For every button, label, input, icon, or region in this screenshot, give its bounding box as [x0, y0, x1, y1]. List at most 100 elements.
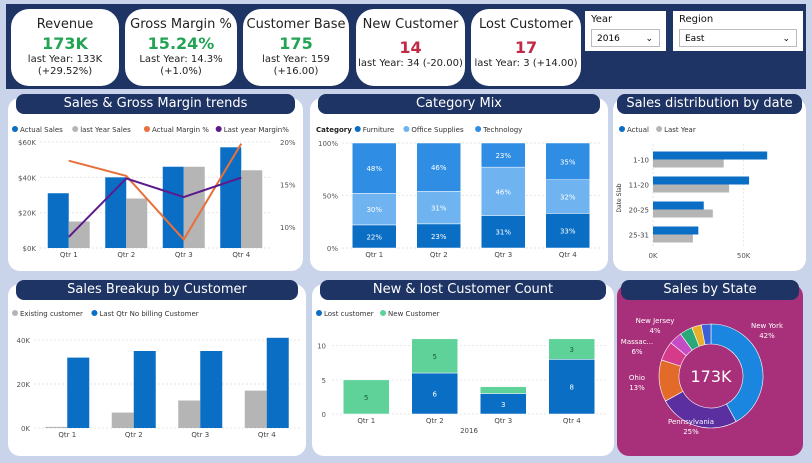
- bar-no-billing-customer: [266, 337, 289, 428]
- y-tick-label: 5: [322, 377, 326, 385]
- year-slicer[interactable]: Year 2016 ⌄: [585, 11, 666, 51]
- stacked-bar-segment: [416, 142, 461, 192]
- category-mix-chart[interactable]: Category Furniture Office Supplies Technolo…: [310, 98, 608, 271]
- data-label: 30%: [366, 206, 382, 214]
- x-tick-label: Qtr 4: [232, 251, 250, 259]
- kpi-change: (+16.00): [273, 66, 319, 77]
- stacked-bar-segment: [481, 142, 526, 168]
- stacked-bar-segment: [481, 215, 526, 249]
- kpi-last-year: last Year: 133K: [27, 54, 103, 65]
- sales-gross-margin-chart[interactable]: Actual Sales last Year Sales Actual Margin…: [8, 98, 303, 271]
- region-slicer[interactable]: Region East ⌄: [673, 11, 803, 51]
- y-tick-label: 40K: [17, 337, 31, 345]
- slice-label: New Jersey: [636, 317, 675, 325]
- slice-label: Pennsylvania: [668, 418, 714, 426]
- y-tick-label: 0: [322, 411, 326, 419]
- stacked-bar-segment: [545, 142, 590, 180]
- legend-marker: [475, 126, 482, 132]
- x-tick-label: Qtr 1: [357, 417, 375, 425]
- year-dropdown-value: 2016: [597, 34, 620, 44]
- year-dropdown[interactable]: 2016 ⌄: [591, 29, 660, 47]
- legend-marker: [354, 126, 361, 132]
- panel-sales-gross-margin: Sales & Gross Margin trends Actual Sales…: [8, 94, 303, 271]
- bar-last-year-sales: [183, 166, 205, 248]
- kpi-card-gross-margin[interactable]: Gross Margin % 15.24% Last Year: 14.3% (…: [125, 9, 237, 86]
- y-tick-label: 25-31: [629, 232, 649, 240]
- slice-pct-label: 4%: [649, 327, 660, 335]
- data-label: 31%: [431, 205, 447, 213]
- slice-pct-label: 6%: [631, 348, 642, 356]
- kpi-title: Gross Margin %: [130, 17, 232, 32]
- stacked-bar-segment: [411, 338, 458, 374]
- kpi-change: (+1.0%): [160, 66, 202, 77]
- kpi-last-year: last Year: 34 (-20.00): [358, 58, 463, 69]
- legend-marker: [656, 126, 663, 132]
- x-tick-label: 50K: [737, 252, 751, 260]
- x-tick-label: Qtr 2: [125, 431, 143, 439]
- slice-pct-label: 13%: [629, 384, 645, 392]
- legend-marker: [72, 126, 79, 132]
- slice-pct-label: 42%: [759, 332, 775, 340]
- legend-item: Office Supplies: [411, 126, 464, 134]
- y-tick-label: $60K: [18, 139, 36, 147]
- y-tick-label: 20-25: [629, 207, 649, 215]
- panel-sales-by-date: Sales distribution by date Actual Last Ye…: [613, 94, 806, 271]
- legend-item: Technology: [482, 126, 522, 134]
- kpi-value: 173K: [42, 34, 88, 53]
- bar-last-year-sales: [241, 170, 263, 248]
- new-lost-chart[interactable]: Lost customer New Customer 0 5 10 5 Qtr 1 6 5 Qtr…: [312, 284, 614, 456]
- chevron-down-icon[interactable]: ⌄: [782, 34, 790, 44]
- y-tick-label: $40K: [18, 174, 36, 182]
- panel-sales-by-state: Sales by State 173K New York 42% Pennsylvan…: [617, 280, 803, 456]
- data-label: 23%: [495, 152, 511, 160]
- legend-item: Lost customer: [324, 310, 374, 318]
- bar-no-billing-customer: [200, 351, 223, 428]
- kpi-title: Customer Base: [246, 17, 346, 32]
- region-dropdown[interactable]: East ⌄: [679, 29, 797, 47]
- chevron-down-icon[interactable]: ⌄: [645, 34, 653, 44]
- sales-by-date-chart[interactable]: Actual Last Year Date Slab 0K 50K 1-10 11-20 20…: [613, 98, 806, 271]
- legend-item: Actual Sales: [20, 126, 63, 134]
- bar-last-year: [653, 234, 693, 243]
- legend-marker: [619, 126, 625, 132]
- kpi-value: 17: [514, 38, 538, 57]
- kpi-card-customer-base[interactable]: Customer Base 175 last Year: 159 (+16.00…: [243, 9, 349, 86]
- legend-marker: [91, 310, 98, 316]
- slice-label: Ohio: [629, 374, 645, 382]
- legend-marker: [12, 310, 18, 316]
- stacked-bar-segment: [545, 179, 590, 214]
- kpi-card-revenue[interactable]: Revenue 173K last Year: 133K (+29.52%): [11, 9, 119, 86]
- data-label: 5: [364, 394, 368, 402]
- legend-item: Actual: [627, 126, 649, 134]
- x-tick-label: Qtr 1: [60, 251, 78, 259]
- kpi-change: (+29.52%): [37, 66, 93, 77]
- data-label: 3: [501, 401, 505, 409]
- bar-actual: [653, 151, 768, 160]
- x-tick-label: Qtr 3: [175, 251, 193, 259]
- kpi-card-new-customer[interactable]: New Customer 14 last Year: 34 (-20.00): [356, 9, 465, 86]
- kpi-card-lost-customer[interactable]: Lost Customer 17 last Year: 3 (+14.00): [471, 9, 581, 86]
- bar-actual-sales: [47, 193, 69, 248]
- kpi-title: Lost Customer: [478, 17, 574, 32]
- x-group-label: 2016: [460, 427, 478, 435]
- legend-item: Existing customer: [20, 310, 83, 318]
- data-label: 32%: [560, 194, 576, 202]
- sales-by-state-chart[interactable]: 173K New York 42% Pennsylvania 25% Ohio 13% Mas…: [617, 284, 803, 456]
- data-label: 46%: [495, 188, 511, 196]
- panel-sales-breakup: Sales Breakup by Customer Existing custo…: [8, 280, 306, 456]
- y-tick-label: 1-10: [633, 157, 649, 165]
- region-dropdown-value: East: [685, 34, 705, 44]
- stacked-bar-segment: [343, 379, 390, 415]
- y-tick-label: 10: [317, 343, 326, 351]
- legend-marker: [143, 126, 150, 132]
- data-label: 48%: [366, 165, 382, 173]
- legend-marker: [12, 126, 18, 132]
- x-tick-label: Qtr 3: [494, 417, 512, 425]
- bar-no-billing-customer: [67, 357, 90, 428]
- line-last-year-margin: [68, 176, 242, 238]
- stacked-bar-segment: [352, 142, 397, 194]
- data-label: 31%: [495, 229, 511, 237]
- sales-breakup-chart[interactable]: Existing customer Last Qtr No billing Cus…: [8, 284, 306, 456]
- data-label: 3: [570, 346, 574, 354]
- x-tick-label: Qtr 2: [426, 417, 444, 425]
